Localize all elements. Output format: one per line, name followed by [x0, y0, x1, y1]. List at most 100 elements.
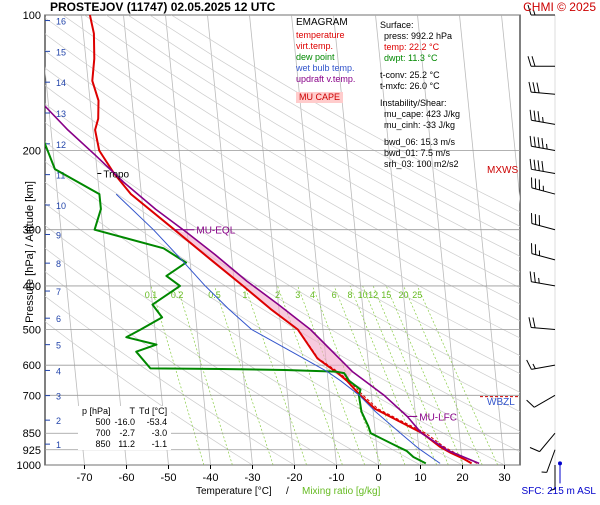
km-tick-label: 5 — [56, 341, 61, 351]
mixing-ratio-label: 25 — [412, 290, 422, 300]
wind-barb-flag — [530, 271, 531, 281]
x-tick-label: -60 — [119, 472, 135, 484]
surface-title: Surface: — [380, 20, 490, 31]
wind-barb-flag — [527, 400, 535, 407]
legend-item-virt-temp: virt.temp. — [296, 41, 378, 52]
x-tick-label: -50 — [161, 472, 177, 484]
wind-barb-half — [547, 144, 548, 149]
ptable-cell: -1.1 — [137, 439, 169, 450]
ptable-cell: 500 — [80, 417, 113, 428]
pressure-table: p [hPa] T Td [°C] 500 -16.0 -53.4 700 -2… — [78, 406, 171, 450]
wind-barb-flag — [529, 82, 531, 92]
km-tick-label: 10 — [56, 201, 66, 211]
wind-barb-flag — [542, 138, 543, 148]
wind-barb-half — [533, 364, 535, 369]
table-row: 850 11.2 -1.1 — [80, 439, 169, 450]
srh-03-value: srh_03: 100 m2/s2 — [380, 159, 490, 170]
bwd-01-value: bwd_01: 7.5 m/s — [380, 148, 490, 159]
wind-barb-flag — [530, 447, 540, 451]
info-panel: Surface: press: 992.2 hPa temp: 22.2 °C … — [380, 20, 490, 176]
legend-item-dew-point: dew point — [296, 52, 378, 63]
wind-barb-flag — [532, 56, 535, 66]
mixing-ratio-label: 15 — [381, 290, 391, 300]
wind-barb-flag — [530, 110, 531, 120]
x-axis-label-mixing: Mixing ratio [g/kg] — [302, 486, 380, 497]
x-tick-label: 0 — [375, 472, 381, 484]
instability-title: Instability/Shear: — [380, 98, 490, 109]
wind-barb-flag — [534, 111, 535, 121]
km-tick-label: 12 — [56, 140, 66, 150]
y-tick-label: 925 — [23, 445, 41, 457]
surface-dwpt: dwpt: 11.3 °C — [380, 53, 490, 64]
x-axis-label-sep: / — [286, 486, 289, 497]
t-conv: t-conv: 25.2 °C — [380, 70, 490, 81]
ptable-cell: -53.4 — [137, 417, 169, 428]
mu-cape-value: mu_cape: 423 J/kg — [380, 109, 490, 120]
wind-barb-flag — [538, 137, 539, 147]
km-tick-label: 4 — [56, 366, 61, 376]
y-tick-label: 1000 — [17, 460, 41, 472]
mixing-ratio-label: 2 — [275, 290, 280, 300]
wind-barb-shaft — [540, 433, 555, 451]
ptable-header-p: p [hPa] — [80, 406, 113, 417]
mxws-label: MXWS — [487, 165, 518, 176]
ptable-header-t: T — [113, 406, 138, 417]
bwd-06-value: bwd_06: 15.3 m/s — [380, 137, 490, 148]
y-tick-label: 700 — [23, 390, 41, 402]
legend-mu-cape: MU CAPE — [296, 92, 343, 103]
y-tick-label: 200 — [23, 145, 41, 157]
wind-barb-flag — [534, 137, 535, 147]
wind-barb-flag — [527, 360, 532, 369]
legend-item-updraft: updraft v.temp. — [296, 74, 378, 85]
ptable-cell: -16.0 — [113, 417, 138, 428]
x-tick-label: 30 — [498, 472, 510, 484]
annotation-label: MU-EQL — [196, 226, 235, 237]
ptable-header-td: Td [°C] — [137, 406, 169, 417]
y-tick-label: 600 — [23, 360, 41, 372]
surface-press: press: 992.2 hPa — [380, 31, 490, 42]
wind-barb-half — [539, 278, 540, 283]
x-tick-label: -10 — [329, 472, 345, 484]
mixing-ratio-label: 4 — [310, 290, 315, 300]
mixing-ratio-label: 3 — [295, 290, 300, 300]
wind-barb-shaft — [534, 395, 555, 407]
mixing-ratio-label: 8 — [347, 290, 352, 300]
chart-title: PROSTEJOV (11747) 02.05.2025 12 UTC — [50, 0, 275, 14]
wind-barb-flag — [537, 83, 539, 93]
mixing-ratio-label: 6 — [332, 290, 337, 300]
x-tick-label: 10 — [414, 472, 426, 484]
km-tick-label: 14 — [56, 78, 66, 88]
km-tick-label: 13 — [56, 109, 66, 119]
km-tick-label: 7 — [56, 287, 61, 297]
mixing-ratio-label: 12 — [368, 290, 378, 300]
x-tick-label: -20 — [287, 472, 303, 484]
km-tick-label: 8 — [56, 259, 61, 269]
ptable-cell: 11.2 — [113, 439, 138, 450]
y-tick-label: 100 — [23, 10, 41, 22]
table-row: 500 -16.0 -53.4 — [80, 417, 169, 428]
x-tick-label: -30 — [245, 472, 261, 484]
wind-barb-flag — [530, 159, 531, 169]
wind-barb-shaft — [547, 450, 555, 473]
km-tick-label: 1 — [56, 440, 61, 450]
x-tick-label: -40 — [203, 472, 219, 484]
y-axis-label: Pressure [hPa] / Altitude [km] — [24, 172, 36, 332]
legend-heading: EMAGRAM — [296, 17, 378, 28]
wind-barb-flag — [534, 272, 535, 282]
wbzl-label: WBZL — [487, 397, 515, 408]
km-tick-label: 3 — [56, 392, 61, 402]
mixing-ratio-label: 1 — [242, 290, 247, 300]
sfc-label: SFC: 215 m ASL — [522, 486, 596, 497]
legend-item-temperature: temperature — [296, 30, 378, 41]
annotation-label: MU-LFC — [419, 412, 457, 423]
wind-barb-flag — [538, 111, 539, 121]
ptable-cell: -3.0 — [137, 428, 169, 439]
wind-barb-flag — [542, 161, 543, 171]
mixing-ratio-label: 10 — [358, 290, 368, 300]
wind-barb-flag — [530, 136, 531, 146]
surface-temp: temp: 22.2 °C — [380, 42, 490, 53]
x-tick-label: 20 — [456, 472, 468, 484]
legend-item-wet-bulb: wet bulb temp. — [296, 63, 378, 74]
annotation-label: Tropo — [103, 169, 129, 180]
